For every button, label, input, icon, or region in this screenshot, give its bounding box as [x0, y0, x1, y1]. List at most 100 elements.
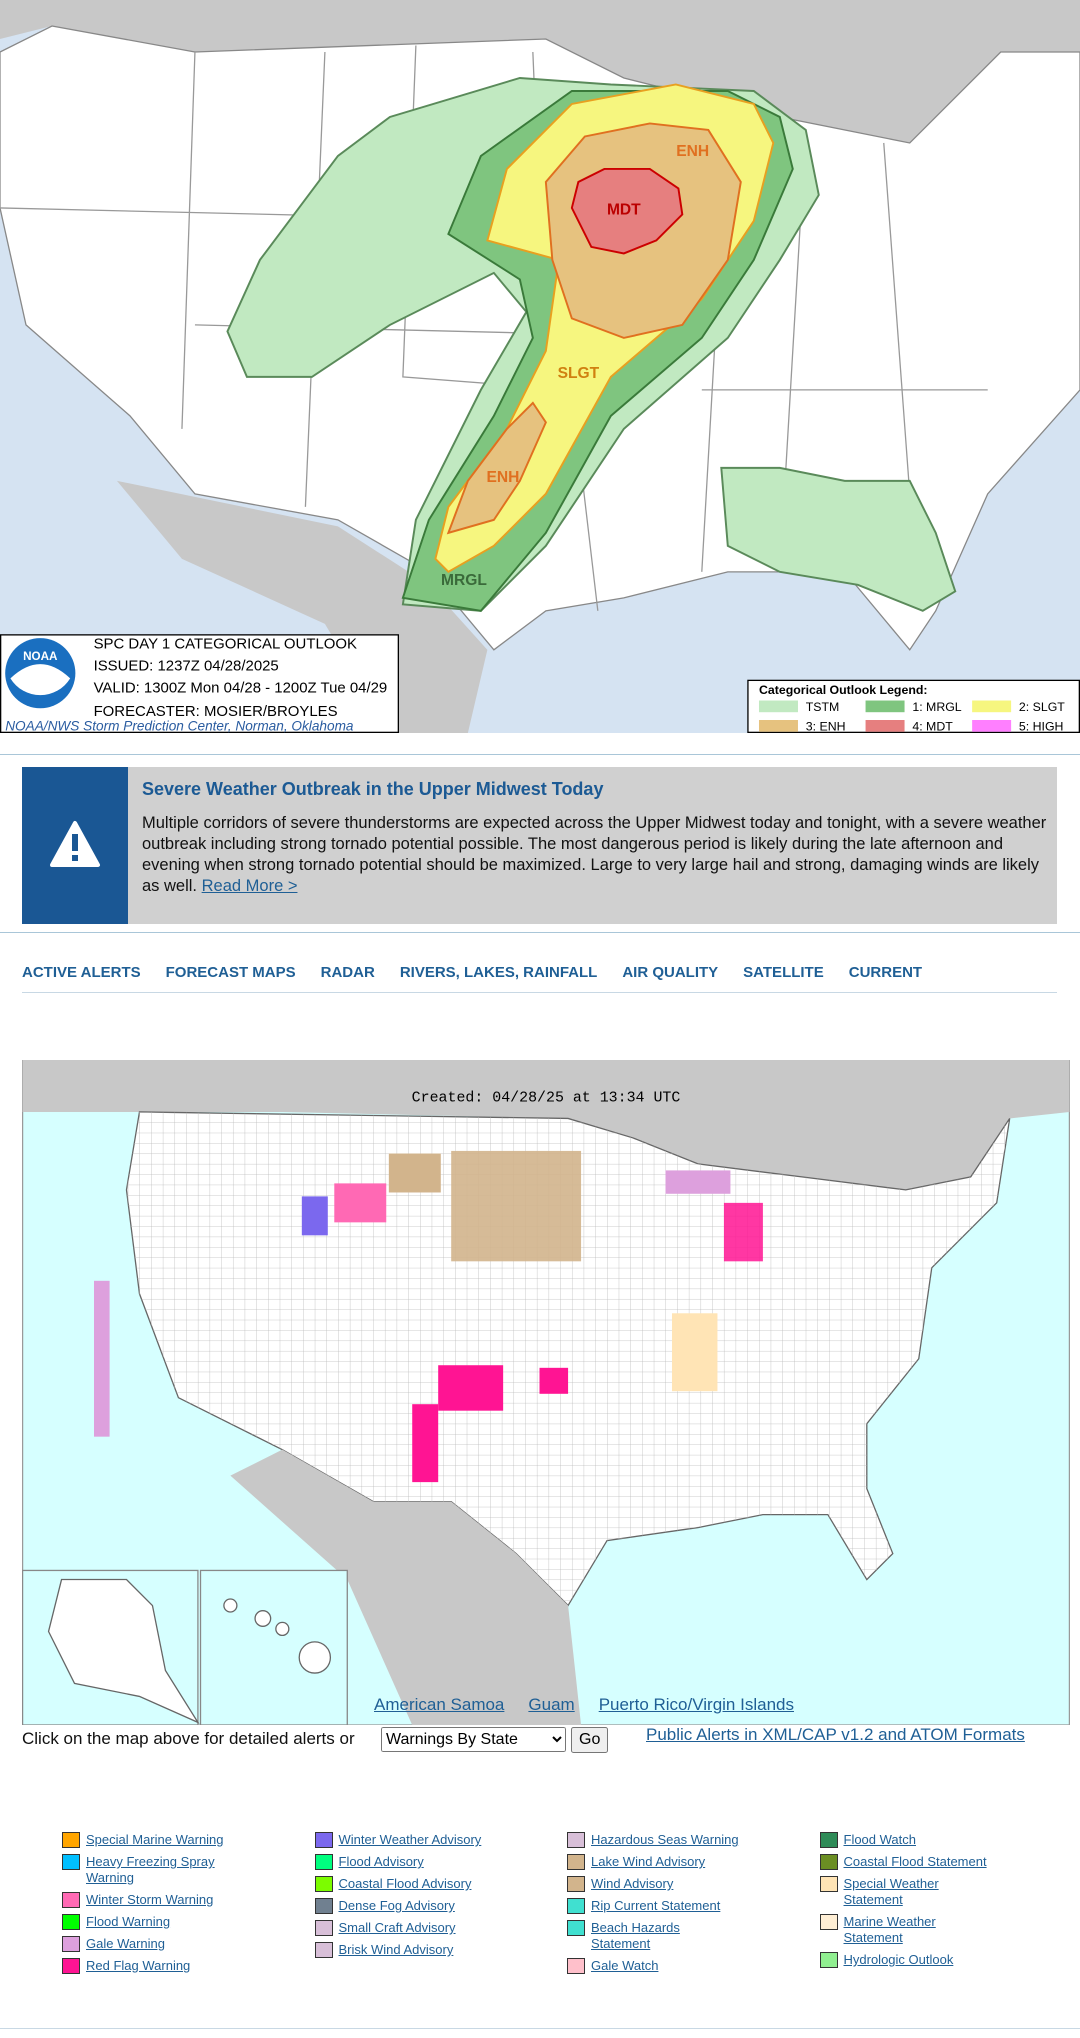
legend-swatch — [567, 1920, 585, 1936]
legend-link[interactable]: Hazardous Seas Warning — [591, 1832, 739, 1847]
legend-swatch — [62, 1854, 80, 1870]
hawaii — [223, 1598, 332, 1674]
created: Created: 04/28/25 at 13:34 UTC — [412, 1091, 681, 1107]
legend-swatch — [567, 1958, 585, 1974]
legend-link[interactable]: Brisk Wind Advisory — [338, 1942, 454, 1957]
alaska — [47, 1578, 200, 1724]
legend-item: Coastal Flood Advisory — [314, 1876, 568, 1892]
alert-banner: Severe Weather Outbreak in the Upper Mid… — [22, 767, 1057, 924]
legend-link[interactable]: Winter Weather Advisory — [338, 1832, 482, 1847]
legend-swatch — [819, 1952, 838, 1968]
legend-link[interactable]: Marine Weather Statement — [843, 1914, 936, 1945]
legend-link[interactable]: Heavy Freezing Spray Warning — [86, 1854, 215, 1885]
legend-item: Hazardous Seas Warning — [567, 1832, 820, 1848]
legend-swatch — [62, 1892, 80, 1908]
alert-body: Multiple corridors of severe thunderstor… — [142, 813, 1047, 897]
legend-title: Categorical Outlook Legend: — [759, 683, 928, 697]
legend-swatch — [314, 1898, 333, 1914]
legend-link[interactable]: Coastal Flood Statement — [843, 1854, 987, 1869]
legend-swatch — [314, 1854, 333, 1870]
nav-tab[interactable]: AIR QUALITY — [622, 964, 719, 981]
legend-item: Marine Weather Statement — [819, 1914, 1073, 1946]
legend-swatch — [865, 720, 905, 732]
legend-swatch — [819, 1854, 838, 1870]
legend-swatch — [972, 720, 1012, 732]
risk-label: ENH — [676, 143, 709, 160]
risk-label: MDT — [607, 201, 641, 218]
counties — [126, 1111, 1010, 1606]
hazard-map[interactable]: Created: 04/28/25 at 13:34 UTC — [22, 1060, 1070, 1725]
legend-link[interactable]: Special Marine Warning — [86, 1832, 224, 1847]
legend-link[interactable]: Dense Fog Advisory — [338, 1898, 455, 1913]
legend-item: Special Marine Warning — [62, 1832, 315, 1848]
forecaster: FORECASTER: MOSIER/BROYLES — [94, 703, 338, 720]
legend-link[interactable]: Flood Advisory — [338, 1854, 424, 1869]
logo-text: NOAA — [23, 650, 58, 663]
legend-swatch — [972, 700, 1012, 713]
outlook-map[interactable]: MDT ENH SLGT ENH MRGL NOAA SPC DAY 1 CAT… — [0, 0, 1080, 733]
legend-label: 4: MDT — [912, 719, 953, 733]
legend-link[interactable]: Winter Storm Warning — [86, 1892, 214, 1907]
legend-label: TSTM — [806, 700, 840, 714]
legend-link[interactable]: Gale Warning — [86, 1936, 165, 1951]
alert-icon — [22, 767, 128, 924]
nav-tab[interactable]: SATELLITE — [743, 964, 824, 981]
legend-item: Rip Current Statement — [567, 1898, 820, 1914]
legend-item: Dense Fog Advisory — [314, 1898, 568, 1914]
legend-link[interactable]: Special Weather Statement — [843, 1876, 939, 1907]
legend-label: 1: MRGL — [912, 700, 961, 714]
legend-item: Gale Warning — [62, 1936, 315, 1952]
territory-link[interactable]: Guam — [528, 1695, 575, 1714]
legend-link[interactable]: Small Craft Advisory — [338, 1920, 456, 1935]
legend-link[interactable]: Hydrologic Outlook — [843, 1952, 954, 1967]
read-more[interactable]: Read More > — [201, 877, 298, 895]
legend-swatch — [819, 1914, 838, 1930]
legend-item: Flood Warning — [62, 1914, 315, 1930]
legend-swatch — [567, 1854, 585, 1870]
nav-tab[interactable]: RADAR — [320, 964, 375, 981]
legend-swatch — [314, 1832, 333, 1848]
legend-link[interactable]: Rip Current Statement — [591, 1898, 721, 1913]
risk-label: SLGT — [558, 365, 600, 382]
divider — [0, 2028, 1080, 2029]
legend-box — [747, 679, 1080, 733]
nav-tab[interactable]: RIVERS, LAKES, RAINFALL — [399, 964, 598, 981]
hazard-legend: Special Marine Warning Heavy Freezing Spr… — [62, 1832, 1072, 1980]
legend-link[interactable]: Red Flag Warning — [86, 1958, 191, 1973]
nav-tab[interactable]: ACTIVE ALERTS — [22, 964, 141, 981]
state-select[interactable]: Warnings By State — [381, 1727, 566, 1752]
legend-item: Flood Advisory — [314, 1854, 568, 1870]
canada — [22, 1060, 1070, 1190]
legend-link[interactable]: Gale Watch — [591, 1958, 659, 1973]
nav-tab[interactable]: FORECAST MAPS — [165, 964, 296, 981]
territory-links: American Samoa Guam Puerto Rico/Virgin Isl… — [374, 1695, 794, 1715]
xml-link[interactable]: Public Alerts in XML/CAP v1.2 and ATOM F… — [646, 1725, 1025, 1744]
issued: ISSUED: 1237Z 04/28/2025 — [94, 658, 279, 675]
territory-link[interactable]: American Samoa — [374, 1695, 505, 1714]
legend-swatch — [819, 1876, 838, 1892]
nav-tab[interactable]: CURRENT — [848, 964, 923, 981]
legend-link[interactable]: Wind Advisory — [591, 1876, 674, 1891]
legend-swatch — [62, 1936, 80, 1952]
legend-swatch — [567, 1898, 585, 1914]
nav-tabs: ACTIVE ALERTS FORECAST MAPS RADAR RIVERS, L… — [22, 964, 1057, 993]
legend-link[interactable]: Coastal Flood Advisory — [338, 1876, 472, 1891]
risk-label: MRGL — [441, 572, 487, 589]
legend-column: Special Marine Warning Heavy Freezing Spr… — [62, 1832, 315, 1980]
prompt: Click on the map above for detailed aler… — [22, 1729, 355, 1748]
legend-label: 2: SLGT — [1019, 700, 1065, 714]
legend-link[interactable]: Flood Watch — [843, 1832, 917, 1847]
territory-link[interactable]: Puerto Rico/Virgin Islands — [598, 1695, 794, 1714]
legend-swatch — [62, 1832, 80, 1848]
legend-item: Brisk Wind Advisory — [314, 1942, 568, 1958]
legend-link[interactable]: Beach Hazards Statement — [591, 1920, 680, 1951]
alert-title: Severe Weather Outbreak in the Upper Mid… — [142, 779, 604, 799]
legend-item: Gale Watch — [567, 1958, 820, 1974]
legend-link[interactable]: Lake Wind Advisory — [591, 1854, 706, 1869]
legend-link[interactable]: Flood Warning — [86, 1914, 171, 1929]
legend-swatch — [865, 700, 905, 713]
enh-area — [446, 401, 547, 535]
legend-swatch — [62, 1914, 80, 1930]
go-button[interactable]: Go — [571, 1727, 609, 1753]
